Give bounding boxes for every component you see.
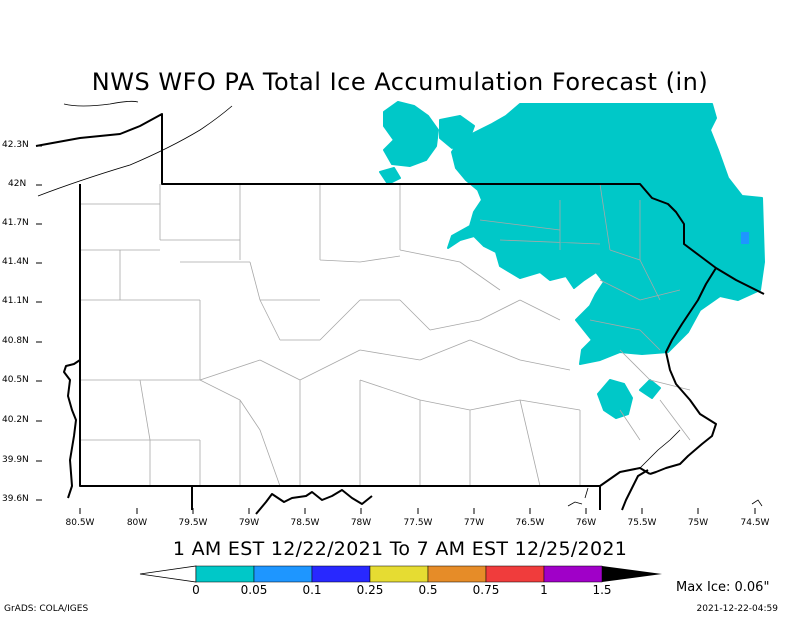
lat-label: 41.1N (2, 296, 29, 306)
lon-label: 79W (238, 518, 260, 528)
scale-swatch-6 (485, 565, 545, 583)
color-scale-bar (139, 565, 662, 583)
lat-label: 39.9N (2, 455, 29, 465)
lon-label: 78W (350, 518, 372, 528)
scale-label: 0.75 (472, 583, 500, 597)
scale-under-triangle (139, 565, 197, 583)
scale-label: 0.25 (356, 583, 384, 597)
valid-time-range: 1 AM EST 12/22/2021 To 7 AM EST 12/25/20… (172, 538, 628, 560)
scale-label: 1.5 (592, 583, 612, 597)
scale-swatch-4 (369, 565, 429, 583)
ice-accumulation-area (379, 101, 765, 419)
ice-spot-blue (741, 232, 749, 244)
generated-timestamp: 2021-12-22-04:59 (696, 604, 779, 614)
scale-label: 0.5 (418, 583, 438, 597)
scale-swatch-1 (195, 565, 255, 583)
lat-label: 41.7N (2, 218, 29, 228)
lon-label: 74.5W (740, 518, 770, 528)
map-title: NWS WFO PA Total Ice Accumulation Foreca… (91, 68, 709, 96)
scale-label: 0.05 (240, 583, 268, 597)
river-lines (37, 100, 763, 507)
scale-label: 0 (192, 583, 200, 597)
lon-label: 80W (126, 518, 148, 528)
lon-label: 75W (687, 518, 709, 528)
lat-label: 41.4N (2, 257, 29, 267)
grads-credit: GrADS: COLA/IGES (4, 604, 89, 614)
scale-label: 1 (540, 583, 548, 597)
scale-over-triangle (602, 566, 662, 582)
scale-swatch-3 (311, 565, 371, 583)
scale-label: 0.1 (302, 583, 322, 597)
county-boundaries (80, 183, 691, 487)
lat-label: 42.3N (2, 140, 29, 150)
lon-label: 76W (575, 518, 597, 528)
scale-swatch-7 (543, 565, 603, 583)
lon-label: 77.5W (403, 518, 433, 528)
lon-label: 77W (463, 518, 485, 528)
axis-ticks (36, 145, 756, 514)
scale-swatch-5 (427, 565, 487, 583)
lat-label: 40.5N (2, 375, 29, 385)
scale-swatch-2 (253, 565, 313, 583)
lat-label: 40.2N (2, 415, 29, 425)
lon-label: 75.5W (627, 518, 657, 528)
lon-label: 79.5W (178, 518, 208, 528)
lon-label: 80.5W (65, 518, 95, 528)
lat-label: 40.8N (2, 336, 29, 346)
lat-label: 39.6N (2, 494, 29, 504)
max-ice-readout: Max Ice: 0.06" (676, 580, 770, 595)
lon-label: 76.5W (515, 518, 545, 528)
state-boundaries (35, 113, 765, 515)
lon-label: 78.5W (290, 518, 320, 528)
lat-label: 42N (8, 179, 27, 189)
